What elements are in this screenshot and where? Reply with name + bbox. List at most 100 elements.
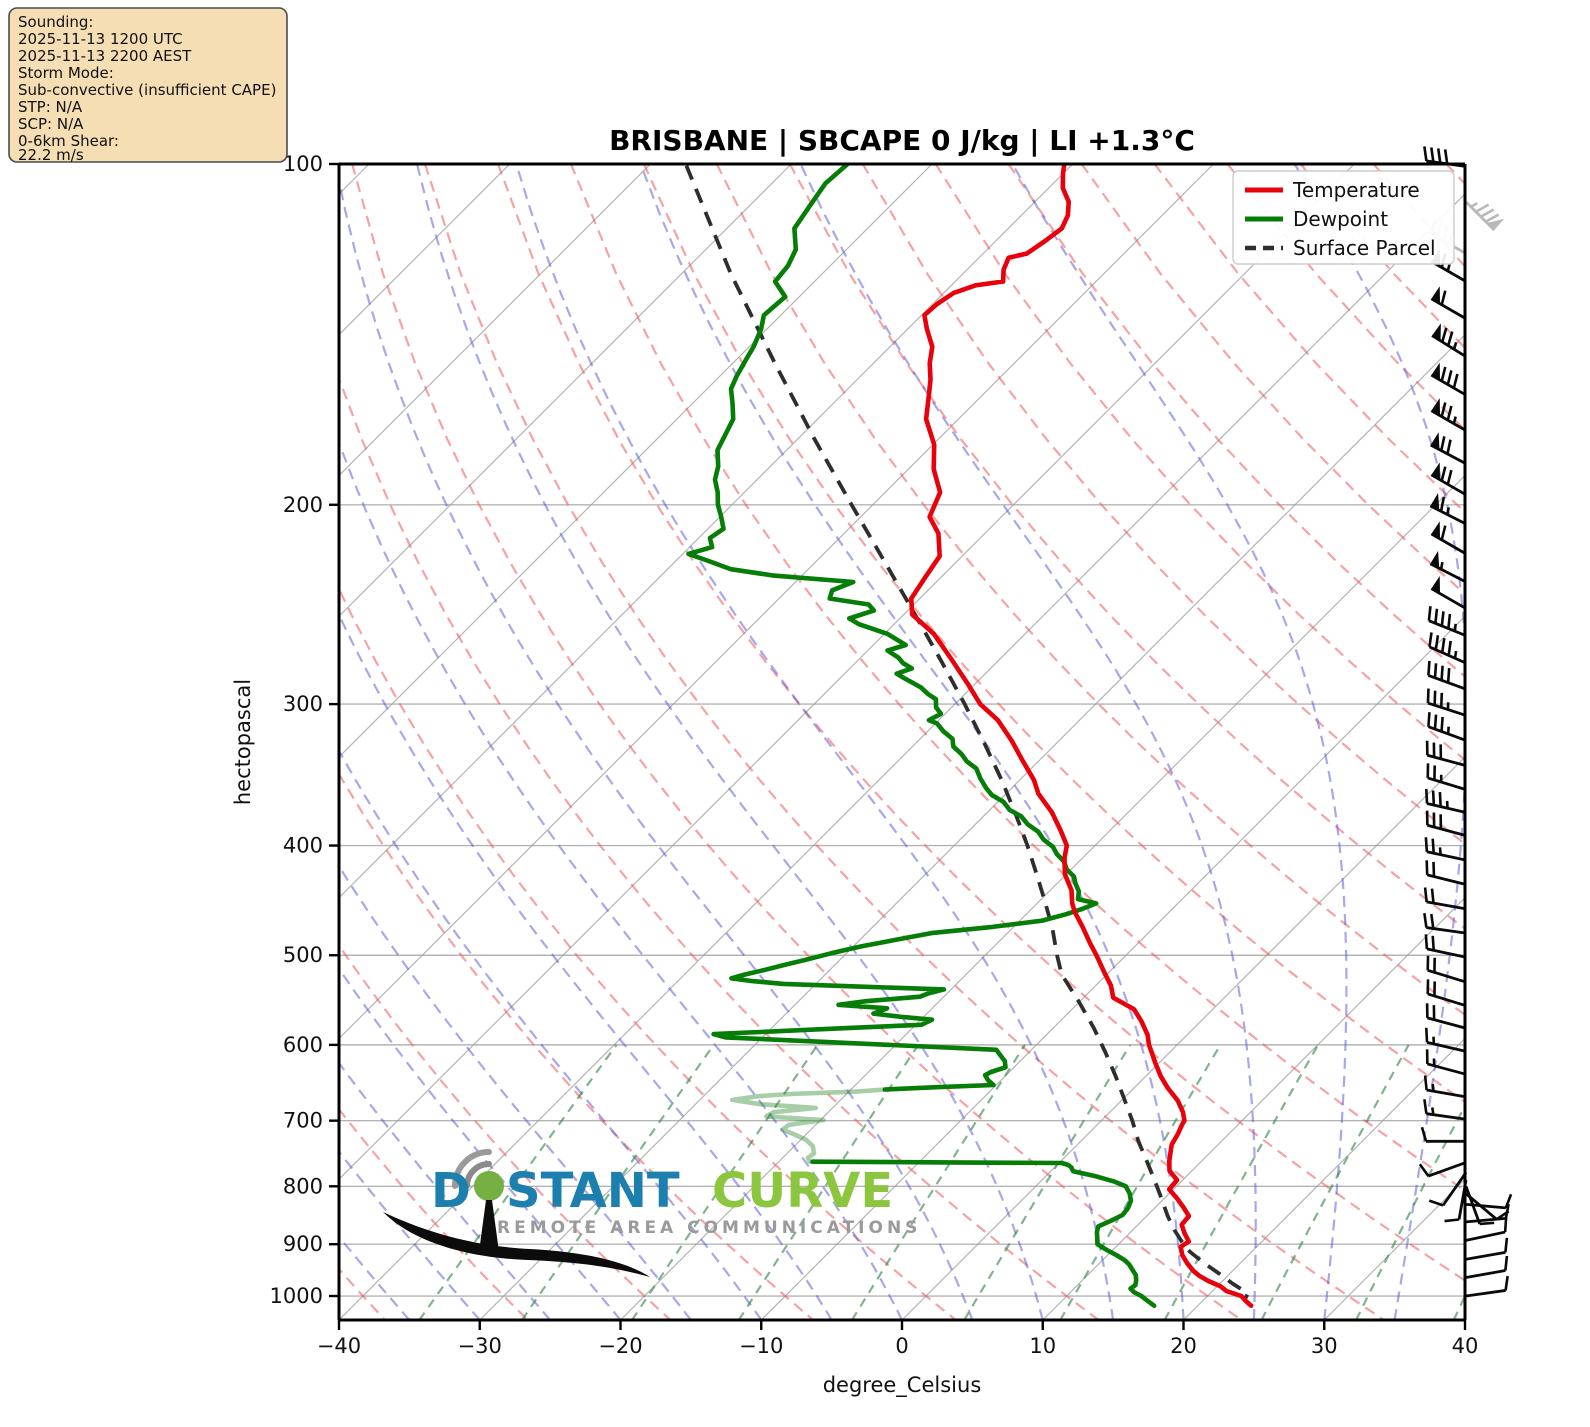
barb-full <box>1431 790 1436 806</box>
isotherm-line <box>760 615 1465 1320</box>
barb-full <box>1428 632 1433 648</box>
barb-full <box>1446 668 1451 683</box>
barb-pennant <box>1431 576 1441 594</box>
wind-barb-icon <box>1425 740 1467 767</box>
barb-pennant <box>1431 462 1441 480</box>
logo-signal-arc-inner-icon <box>464 1161 492 1189</box>
x-tick-label: 10 <box>1029 1334 1056 1358</box>
surface-parcel-curve <box>683 164 1253 1308</box>
barb-full <box>1441 327 1448 343</box>
wind-barb-icon <box>1431 323 1467 358</box>
barb-full <box>1446 439 1452 455</box>
barb-full <box>1430 888 1435 904</box>
info-box-background <box>8 7 288 163</box>
barb-full <box>1443 149 1449 164</box>
wind-barb-icon <box>1428 632 1467 665</box>
barb-pennant <box>1430 550 1440 569</box>
isotherm-line <box>620 474 1465 1320</box>
barb-full <box>1440 611 1445 627</box>
barb-full <box>1440 525 1447 541</box>
barb-full <box>1423 912 1428 928</box>
barb-pennant <box>1430 492 1440 511</box>
info-line: STP: N/A <box>18 98 83 116</box>
barb-full <box>1430 147 1435 163</box>
barb-pennant <box>1432 323 1441 341</box>
barb-pennant <box>1431 286 1441 304</box>
moist-adiabat-line <box>339 1235 411 1320</box>
barb-full <box>1430 913 1435 929</box>
isotherm-line <box>1183 1037 1465 1320</box>
x-tick-label: 30 <box>1311 1334 1338 1358</box>
moist-adiabat-line <box>639 164 1185 1320</box>
wind-barb-icon <box>1465 1203 1510 1224</box>
barb-full <box>1423 887 1428 903</box>
dewpoint-curve-low <box>810 1159 1157 1308</box>
moist-adiabat-line <box>1293 164 1465 1320</box>
legend-box <box>1232 170 1455 265</box>
dry-adiabat-line <box>1372 164 1465 269</box>
barb-pennant <box>1431 521 1441 539</box>
barb-pennant <box>1431 398 1441 416</box>
isotherm-line <box>339 193 1465 1320</box>
mixing-ratio-line <box>1163 1044 1320 1320</box>
barb-half <box>1446 726 1450 735</box>
moist-adiabat-line <box>339 748 763 1320</box>
y-tick-label: 500 <box>283 943 323 967</box>
barb-full <box>1438 792 1442 807</box>
y-tick-label: 1000 <box>270 1284 323 1308</box>
wind-barb-icon <box>1425 810 1467 837</box>
wind-barb-icon <box>1465 1275 1509 1298</box>
barb-half <box>1431 1107 1435 1115</box>
barb-full <box>1504 1193 1513 1209</box>
logo-text-stant: STANT <box>506 1163 680 1219</box>
barb-full <box>1431 838 1436 854</box>
dry-adiabat-line <box>339 375 1100 1320</box>
barb-full <box>1433 714 1438 730</box>
wind-barb-icon <box>1430 362 1467 397</box>
wind-barb-icon <box>1418 1161 1467 1178</box>
barb-full <box>1480 208 1495 218</box>
info-line: 22.2 m/s <box>18 146 84 164</box>
moist-adiabat-line <box>1011 164 1348 1320</box>
wind-barb-icon <box>1465 1217 1508 1242</box>
isotherm-line <box>479 333 1465 1320</box>
wind-barb-icon <box>1429 492 1467 526</box>
moist-adiabat-line <box>799 164 1257 1320</box>
dry-adiabat-line <box>496 164 1465 1282</box>
isotherm-line <box>339 164 933 758</box>
wind-barb-icon <box>1425 1049 1467 1076</box>
dry-adiabat-line <box>339 943 672 1320</box>
logo-dot-icon <box>474 1171 504 1201</box>
wind-barb-icon <box>1424 934 1467 959</box>
barb-full <box>1424 1027 1429 1043</box>
x-tick-label: 20 <box>1170 1334 1197 1358</box>
moist-adiabat-line <box>339 966 622 1320</box>
wind-barb-icon <box>1425 1003 1467 1030</box>
wind-barb-icon <box>1430 521 1467 556</box>
barb-full <box>1436 148 1442 164</box>
isotherm-line <box>339 164 651 477</box>
moist-adiabat-line <box>339 612 833 1320</box>
logo-swoosh-icon <box>383 1212 650 1277</box>
barb-full <box>1503 1217 1508 1233</box>
dewpoint-curve <box>686 164 1099 1092</box>
mixing-ratio-line <box>1452 1293 1465 1320</box>
barb-half <box>1470 202 1478 208</box>
wind-barb-icon <box>1424 837 1467 862</box>
dry-adiabat-line <box>339 586 957 1320</box>
dry-adiabat-line <box>934 164 1465 762</box>
barb-full <box>1423 1099 1428 1114</box>
barb-staff <box>1465 1250 1506 1261</box>
wind-barb-icon <box>1465 1237 1509 1261</box>
temperature-curve <box>908 164 1254 1308</box>
dry-adiabat-line <box>339 1107 529 1320</box>
info-line: Sounding: <box>18 13 93 31</box>
wind-barb-icon <box>1465 1255 1509 1279</box>
barb-pennant <box>1431 362 1441 381</box>
chart-title: BRISBANE | SBCAPE 0 J/kg | LI +1.3°C <box>609 124 1195 157</box>
info-line: SCP: N/A <box>18 115 84 133</box>
info-line: 2025-11-13 1200 UTC <box>18 30 183 48</box>
barb-full <box>1424 788 1429 804</box>
wind-barb-icon <box>1426 688 1467 717</box>
y-tick-label: 900 <box>283 1232 323 1256</box>
